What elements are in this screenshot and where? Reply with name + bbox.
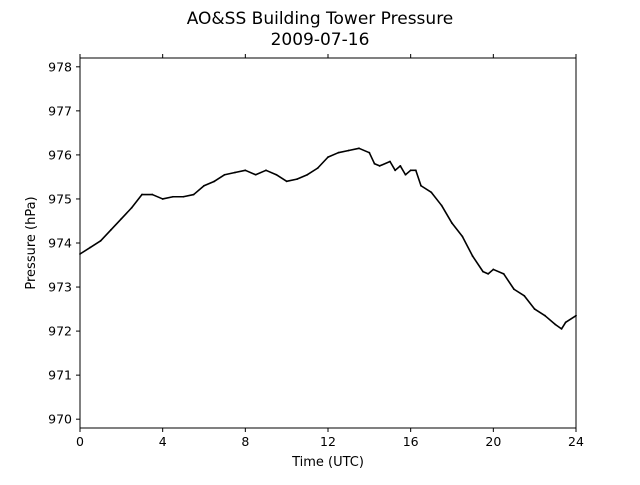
data-point bbox=[327, 156, 329, 159]
data-point bbox=[414, 169, 417, 172]
data-point bbox=[213, 180, 216, 183]
data-point bbox=[420, 184, 422, 187]
x-tick-label: 16 bbox=[403, 434, 419, 449]
data-point bbox=[368, 151, 371, 154]
data-point bbox=[120, 217, 123, 220]
data-point bbox=[203, 184, 205, 187]
y-tick-label: 973 bbox=[48, 280, 72, 295]
data-point bbox=[151, 193, 154, 196]
y-tick-label: 978 bbox=[48, 59, 72, 74]
data-point bbox=[161, 198, 164, 200]
data-point bbox=[451, 222, 453, 225]
pressure-line-series bbox=[79, 147, 577, 330]
data-point bbox=[172, 195, 174, 198]
y-axis-label: Pressure (hPa) bbox=[24, 196, 39, 289]
data-point bbox=[487, 272, 490, 275]
data-point bbox=[471, 255, 474, 258]
data-point bbox=[513, 288, 515, 291]
data-point bbox=[182, 195, 185, 198]
data-point bbox=[409, 169, 412, 172]
data-point bbox=[110, 228, 112, 231]
data-point bbox=[404, 173, 407, 176]
data-point bbox=[430, 191, 433, 194]
x-tick-label: 20 bbox=[485, 434, 501, 449]
x-tick-label: 4 bbox=[159, 434, 167, 449]
data-point bbox=[244, 169, 247, 172]
chart-subtitle: 2009-07-16 bbox=[271, 30, 370, 50]
data-point bbox=[306, 173, 309, 176]
data-point bbox=[394, 169, 397, 172]
data-point bbox=[265, 169, 267, 172]
data-point bbox=[523, 294, 526, 297]
data-point bbox=[192, 193, 195, 196]
data-point bbox=[285, 180, 288, 183]
x-tick-label: 24 bbox=[568, 434, 584, 449]
data-point bbox=[440, 204, 443, 207]
data-point bbox=[560, 327, 563, 330]
data-point bbox=[316, 167, 319, 170]
data-point bbox=[358, 147, 360, 150]
data-point bbox=[554, 323, 557, 326]
data-point bbox=[502, 272, 505, 275]
data-point bbox=[337, 151, 340, 154]
data-point bbox=[389, 160, 391, 163]
data-point bbox=[461, 235, 464, 238]
y-tick-label: 971 bbox=[48, 368, 72, 383]
y-tick-label: 972 bbox=[48, 324, 72, 339]
data-point bbox=[544, 314, 546, 317]
data-point bbox=[564, 321, 567, 324]
chart-title: AO&SS Building Tower Pressure bbox=[187, 9, 454, 29]
data-point bbox=[254, 173, 257, 176]
data-point bbox=[130, 206, 133, 209]
data-point bbox=[223, 173, 226, 176]
y-tick-label: 976 bbox=[48, 147, 72, 162]
y-tick-label: 970 bbox=[48, 412, 72, 427]
plot-area bbox=[79, 147, 577, 330]
x-tick-label: 8 bbox=[241, 434, 249, 449]
data-point bbox=[99, 239, 102, 242]
x-tick-label: 12 bbox=[320, 434, 336, 449]
data-point bbox=[399, 165, 402, 167]
x-axis-label: Time (UTC) bbox=[291, 455, 364, 470]
x-tick-label: 0 bbox=[76, 434, 84, 449]
axis-ticks: 0 4 8 12 16 20 24 970 971 972 973 974 975 976 977 978 bbox=[48, 54, 584, 449]
data-point bbox=[482, 270, 484, 273]
data-point bbox=[533, 308, 536, 310]
y-tick-label: 975 bbox=[48, 191, 72, 206]
data-point bbox=[234, 171, 236, 174]
data-point bbox=[296, 178, 298, 181]
data-point bbox=[89, 246, 92, 249]
data-point bbox=[373, 162, 376, 165]
y-tick-label: 977 bbox=[48, 103, 72, 118]
data-point bbox=[275, 173, 278, 176]
data-point bbox=[492, 268, 495, 271]
y-tick-label: 974 bbox=[48, 236, 72, 251]
data-point bbox=[378, 165, 381, 167]
data-point bbox=[141, 193, 143, 196]
data-point bbox=[347, 149, 350, 152]
plot-frame bbox=[79, 57, 577, 429]
